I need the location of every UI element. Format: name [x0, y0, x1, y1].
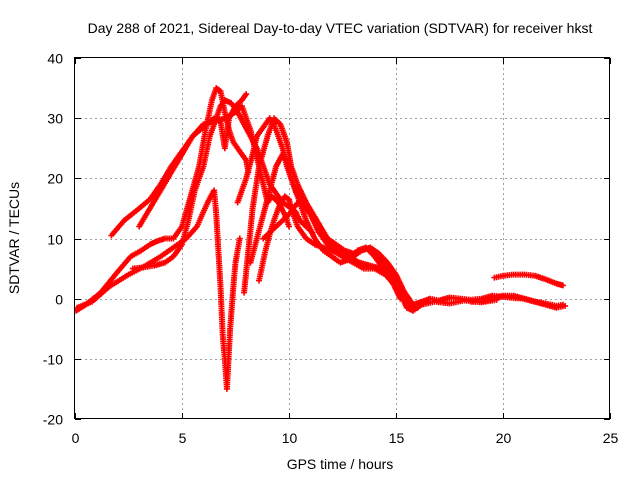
x-axis-label: GPS time / hours [287, 456, 394, 472]
y-tick-label: 30 [47, 111, 63, 127]
series-track-11 [491, 271, 566, 289]
x-tick-label: 5 [179, 430, 187, 446]
series-markers [75, 85, 252, 314]
x-tick-label: 10 [282, 430, 298, 446]
series-markers [467, 292, 569, 311]
y-tick-label: 20 [47, 171, 63, 187]
series-line [262, 198, 565, 308]
series-group [75, 85, 569, 392]
plot-frame [74, 57, 610, 419]
x-tick-label: 15 [389, 430, 405, 446]
grid-lines [75, 58, 610, 419]
series-markers [75, 187, 243, 392]
x-tick-label: 20 [496, 430, 512, 446]
series-markers [491, 271, 566, 289]
series-track-3 [75, 85, 252, 314]
x-axis-tick-labels: 0 5 10 15 20 25 [72, 430, 619, 446]
y-tick-label: -10 [43, 352, 63, 368]
y-axis-label: SDTVAR / TECUs [6, 182, 22, 294]
y-tick-label: 0 [55, 292, 63, 308]
series-track-5 [129, 97, 316, 272]
x-tick-label: 0 [72, 430, 80, 446]
series-track-2 [75, 187, 243, 392]
series-markers [256, 193, 421, 311]
series-track-10 [260, 196, 566, 309]
chart-title: Day 288 of 2021, Sidereal Day-to-day VTE… [88, 20, 593, 36]
series-track-9 [256, 193, 421, 311]
y-tick-label: -20 [43, 412, 63, 428]
y-tick-label: 40 [47, 51, 63, 67]
y-tick-label: 10 [47, 232, 63, 248]
x-tick-label: 25 [603, 430, 619, 446]
y-axis-tick-labels: -20 -10 0 10 20 30 40 [43, 51, 63, 428]
series-markers [260, 196, 566, 309]
series-track-12 [467, 292, 569, 311]
axis-ticks [75, 58, 611, 420]
series-markers [129, 97, 316, 272]
